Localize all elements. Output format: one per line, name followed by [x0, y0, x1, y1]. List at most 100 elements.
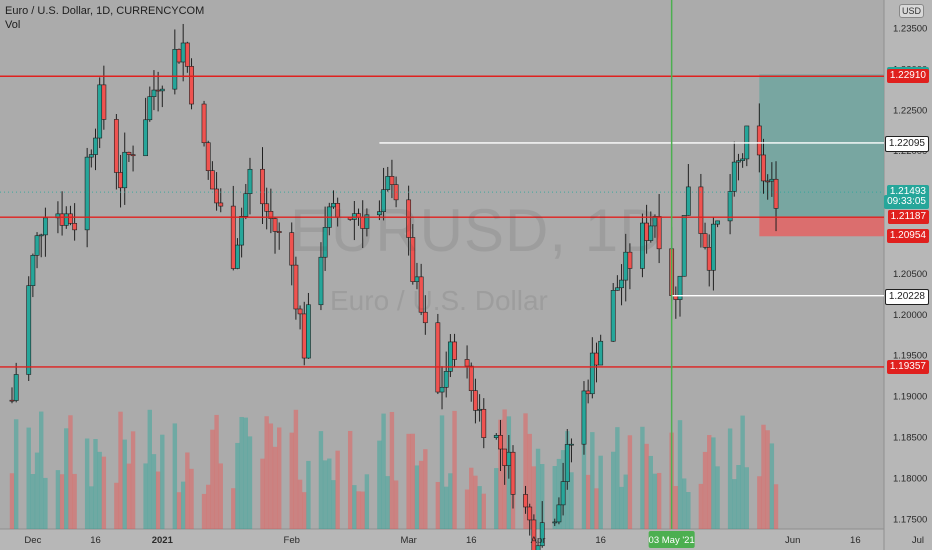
- volume-bar: [160, 434, 165, 529]
- candle-body: [322, 227, 328, 258]
- candle-body: [439, 387, 445, 393]
- price-axis-label[interactable]: 1.19357: [886, 359, 929, 374]
- volume-bars: [9, 409, 779, 529]
- volume-bar: [481, 493, 486, 529]
- volume-bar: [535, 448, 541, 529]
- time-tick-label: 16: [850, 535, 861, 546]
- candle-body: [506, 451, 512, 466]
- volume-bar: [385, 476, 390, 529]
- volume-bar: [327, 458, 332, 529]
- price-axis-label[interactable]: 1.21187: [887, 210, 929, 225]
- price-tick-label: 1.18000: [893, 473, 927, 484]
- volume-bar: [176, 492, 182, 529]
- volume-bar: [581, 420, 587, 529]
- candle-body: [698, 186, 704, 234]
- candle-body: [585, 390, 591, 395]
- volume-bar: [239, 416, 244, 529]
- volume-bar: [732, 479, 737, 529]
- candle-body: [289, 232, 295, 266]
- volume-bar: [43, 477, 48, 529]
- time-tick-label: 16: [90, 535, 101, 546]
- candle-body: [38, 234, 44, 237]
- volume-bar: [272, 446, 278, 529]
- volume-bar: [740, 415, 745, 529]
- candle-body: [247, 168, 253, 194]
- volume-bar: [147, 409, 152, 529]
- candle-body: [710, 223, 716, 271]
- candle-body: [293, 264, 299, 310]
- candle-body: [126, 151, 132, 155]
- price-axis-label[interactable]: 09:33:05: [884, 195, 929, 210]
- volume-bar: [527, 433, 532, 529]
- volume-indicator-label[interactable]: Vol: [5, 19, 21, 31]
- symbol-title[interactable]: Euro / U.S. Dollar, 1D, CURRENCYCOM: [5, 5, 205, 17]
- watermark-ticker: EURUSD, 1D: [290, 197, 664, 264]
- volume-bar: [393, 480, 399, 529]
- candle-body: [272, 218, 278, 232]
- volume-bar: [410, 433, 415, 529]
- time-tick-label: 16: [466, 535, 477, 546]
- candle-body: [264, 203, 270, 212]
- candle-body: [477, 408, 482, 411]
- volume-bar: [84, 438, 90, 529]
- volume-bar: [727, 428, 733, 529]
- watermark-name: Euro / U.S. Dollar: [330, 285, 548, 316]
- volume-bar: [264, 416, 269, 529]
- candle-body: [715, 220, 720, 225]
- candle-body: [560, 481, 566, 506]
- volume-bar: [114, 482, 119, 529]
- volume-bar: [464, 489, 470, 529]
- volume-bar: [306, 460, 311, 529]
- candle-body: [385, 176, 391, 190]
- volume-bar: [185, 452, 190, 529]
- volume-bar: [210, 429, 215, 529]
- candle-body: [93, 137, 98, 155]
- volume-bar: [439, 415, 445, 529]
- volume-bar: [698, 483, 704, 529]
- volume-bar: [130, 431, 136, 529]
- candle-body: [498, 435, 503, 450]
- volume-bar: [206, 484, 211, 529]
- candle-body: [765, 180, 771, 183]
- currency-badge[interactable]: USD: [899, 4, 925, 18]
- candle-body: [143, 119, 148, 157]
- candle-body: [306, 304, 311, 359]
- candle-body: [276, 231, 282, 233]
- candle-body: [731, 161, 737, 192]
- volume-bar: [585, 474, 591, 529]
- candle-body: [376, 211, 382, 216]
- volume-bar: [201, 493, 207, 529]
- price-axis: [884, 0, 932, 550]
- time-marker-label: 03 May '21: [649, 535, 695, 546]
- candle-body: [493, 435, 499, 438]
- candle-body: [34, 235, 40, 256]
- volume-bar: [569, 472, 574, 529]
- candle-body: [101, 84, 107, 120]
- price-axis-label[interactable]: 1.20954: [886, 229, 929, 244]
- price-axis-label[interactable]: 1.20228: [884, 288, 929, 305]
- volume-bar: [644, 443, 649, 529]
- candle-body: [30, 255, 36, 286]
- candle-body: [410, 237, 416, 282]
- volume-bar: [707, 435, 712, 529]
- volume-bar: [640, 426, 645, 529]
- volume-bar: [598, 455, 603, 529]
- volume-bar: [72, 473, 77, 529]
- volume-bar: [494, 468, 499, 529]
- time-tick-label: Feb: [284, 535, 300, 546]
- candle-body: [464, 359, 470, 367]
- candle-body: [468, 365, 474, 391]
- candle-body: [389, 176, 395, 185]
- volume-bar: [55, 470, 61, 529]
- time-marker-badge: [648, 531, 695, 548]
- candle-body: [26, 285, 32, 375]
- price-axis-label[interactable]: 1.22910: [886, 69, 929, 84]
- candle-body: [68, 213, 73, 224]
- volume-bar: [260, 458, 265, 529]
- volume-bar: [627, 435, 633, 529]
- volume-bar: [155, 471, 161, 529]
- volume-bar: [293, 409, 299, 529]
- price-axis-label[interactable]: 1.22095: [884, 135, 929, 152]
